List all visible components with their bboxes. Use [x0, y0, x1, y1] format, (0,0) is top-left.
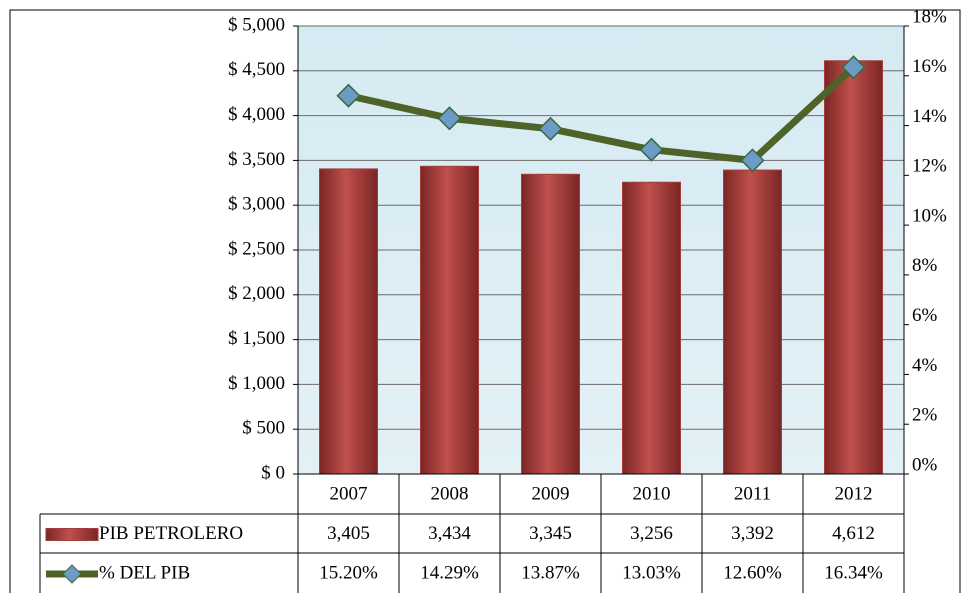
- y-tick-label: $ 1,000: [228, 373, 285, 394]
- x-tick-label: 2010: [633, 483, 671, 504]
- x-tick-label: 2011: [734, 483, 771, 504]
- table-value: 16.34%: [824, 562, 883, 583]
- marker: [336, 83, 361, 108]
- bar: [824, 60, 883, 475]
- table-value: 3,256: [630, 523, 673, 544]
- table-value: 3,392: [731, 523, 774, 544]
- line: [347, 64, 856, 164]
- table-value: 13.87%: [521, 562, 580, 583]
- bar: [521, 173, 580, 475]
- y2-tick-label: 10%: [912, 205, 947, 226]
- y2-tick-label: 0%: [912, 454, 938, 475]
- y-tick-label: $ 5,000: [228, 14, 285, 35]
- y2-tick-label: 18%: [912, 6, 947, 27]
- y2-tick-label: 8%: [912, 255, 938, 276]
- marker: [538, 116, 563, 141]
- marker: [639, 137, 664, 162]
- y-tick-label: $ 2,000: [228, 283, 285, 304]
- y-tick-label: $ 4,000: [228, 104, 285, 125]
- x-tick-label: 2007: [330, 483, 368, 504]
- table-value: 3,405: [327, 523, 370, 544]
- y-tick-label: $ 0: [261, 462, 285, 483]
- table-value: 14.29%: [420, 562, 479, 583]
- legend-label: PIB PETROLERO: [99, 523, 243, 544]
- y-tick-label: $ 2,500: [228, 238, 285, 259]
- y2-tick-label: 2%: [912, 405, 938, 426]
- y2-tick-label: 16%: [912, 56, 947, 77]
- y2-tick-label: 6%: [912, 305, 938, 326]
- table-value: 4,612: [832, 523, 875, 544]
- table-value: 15.20%: [319, 562, 378, 583]
- bar: [622, 181, 681, 475]
- y-tick-label: $ 3,000: [228, 194, 285, 215]
- marker: [841, 55, 866, 80]
- y-tick-label: $ 1,500: [228, 328, 285, 349]
- y2-tick-label: 4%: [912, 355, 938, 376]
- table-value: 12.60%: [723, 562, 782, 583]
- y2-tick-label: 12%: [912, 156, 947, 177]
- bar: [723, 169, 782, 475]
- chart-border: [9, 9, 961, 593]
- table-value: 3,345: [529, 523, 572, 544]
- x-tick-label: 2008: [431, 483, 469, 504]
- y-tick-label: $ 3,500: [228, 149, 285, 170]
- marker: [437, 106, 462, 131]
- y-tick-label: $ 500: [242, 418, 285, 439]
- bar: [420, 165, 479, 475]
- table-value: 3,434: [428, 523, 471, 544]
- legend-key: [62, 564, 82, 584]
- legend-key: [45, 528, 99, 541]
- x-tick-label: 2009: [532, 483, 570, 504]
- table-value: 13.03%: [622, 562, 681, 583]
- legend-label: % DEL PIB: [99, 562, 190, 583]
- marker: [740, 148, 765, 173]
- y2-tick-label: 14%: [912, 106, 947, 127]
- bar: [319, 168, 378, 475]
- y-tick-label: $ 4,500: [228, 59, 285, 80]
- x-tick-label: 2012: [835, 483, 873, 504]
